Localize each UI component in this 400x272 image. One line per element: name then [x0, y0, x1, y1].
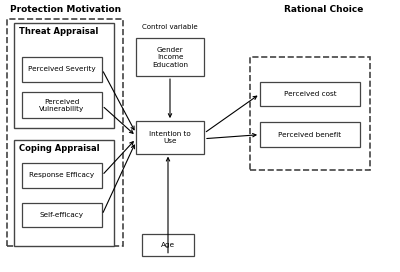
Text: Perceived cost: Perceived cost	[284, 91, 336, 97]
Text: Perceived Severity: Perceived Severity	[28, 66, 96, 72]
Bar	[14, 23, 114, 128]
Bar	[250, 57, 370, 170]
Text: Control variable: Control variable	[142, 24, 198, 30]
Text: Response Efficacy: Response Efficacy	[30, 172, 94, 178]
Bar	[22, 57, 102, 82]
Text: Age: Age	[161, 242, 175, 248]
Bar	[136, 38, 204, 76]
Bar	[142, 234, 194, 256]
Bar	[7, 19, 123, 246]
Bar	[22, 203, 102, 227]
Text: Perceived
Vulnerability: Perceived Vulnerability	[39, 99, 85, 112]
Text: Protection Motivation: Protection Motivation	[10, 5, 121, 14]
Text: Coping Appraisal: Coping Appraisal	[19, 144, 100, 153]
Bar	[260, 122, 360, 147]
Bar	[136, 121, 204, 154]
Bar	[22, 92, 102, 118]
Bar	[14, 140, 114, 246]
Bar	[22, 163, 102, 188]
Text: Self-efficacy: Self-efficacy	[40, 212, 84, 218]
Bar	[260, 82, 360, 106]
Text: Perceived benefit: Perceived benefit	[278, 132, 342, 138]
Text: Threat Appraisal: Threat Appraisal	[19, 27, 98, 36]
Text: Gender
Income
Education: Gender Income Education	[152, 47, 188, 68]
Text: Intention to
Use: Intention to Use	[149, 131, 191, 144]
Text: Rational Choice: Rational Choice	[284, 5, 364, 14]
